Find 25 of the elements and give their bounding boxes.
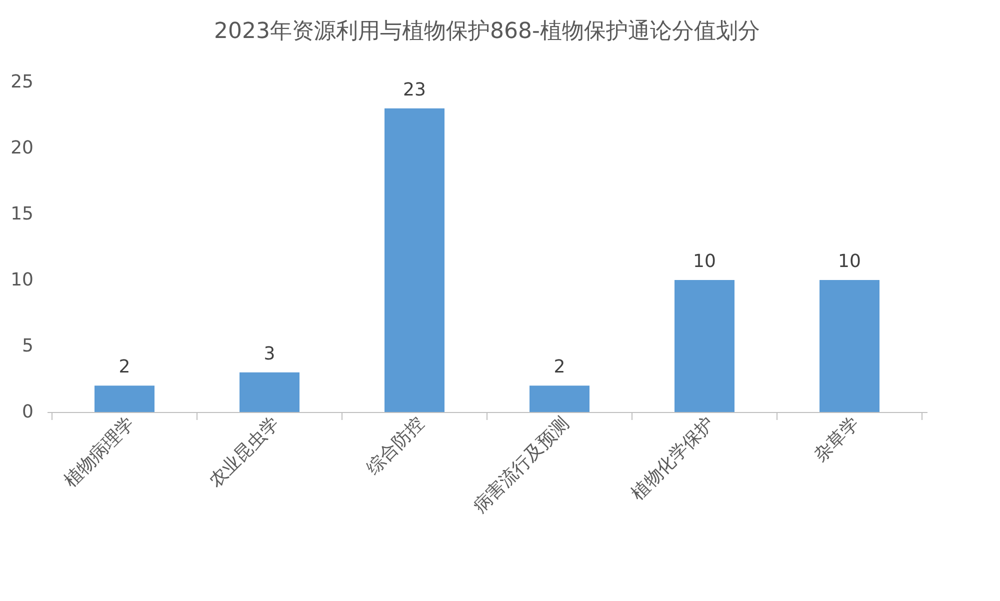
bar: [240, 372, 300, 412]
x-tick-label: 农业昆虫学: [204, 413, 284, 492]
data-label: 23: [403, 79, 426, 100]
y-tick-label: 25: [10, 72, 34, 92]
x-tick-label: 杂草学: [810, 413, 864, 466]
y-tick-label: 15: [10, 204, 34, 224]
y-tick-label: 10: [10, 270, 34, 290]
data-label: 10: [693, 251, 716, 272]
y-tick-label: 0: [22, 402, 34, 422]
bar: [530, 386, 590, 412]
data-label: 10: [838, 251, 861, 272]
x-tick-label: 病害流行及预测: [469, 413, 574, 518]
data-label: 2: [118, 356, 130, 378]
y-tick-label: 5: [22, 336, 34, 356]
chart-title: 2023年资源利用与植物保护868-植物保护通论分值划分: [214, 19, 760, 44]
data-label: 3: [264, 343, 276, 364]
bar: [94, 386, 154, 412]
bar: [674, 280, 734, 412]
y-tick-label: 20: [10, 138, 34, 158]
bar: [820, 280, 880, 412]
data-label: 2: [554, 356, 566, 378]
bar: [384, 108, 444, 412]
x-tick-label: 植物病理学: [60, 413, 138, 492]
x-tick-label: 综合防控: [362, 413, 428, 479]
x-tick-label: 植物化学保护: [627, 413, 718, 504]
